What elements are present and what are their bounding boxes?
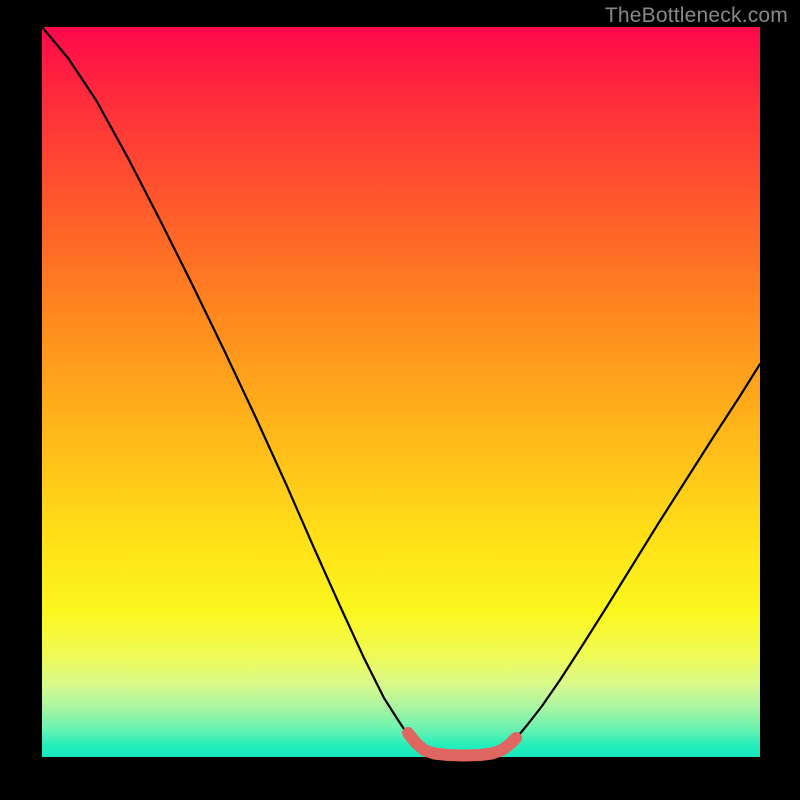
chart-stage: TheBottleneck.com bbox=[0, 0, 800, 800]
plot-background bbox=[42, 27, 760, 757]
watermark-text: TheBottleneck.com bbox=[605, 4, 788, 28]
chart-svg bbox=[0, 0, 800, 800]
